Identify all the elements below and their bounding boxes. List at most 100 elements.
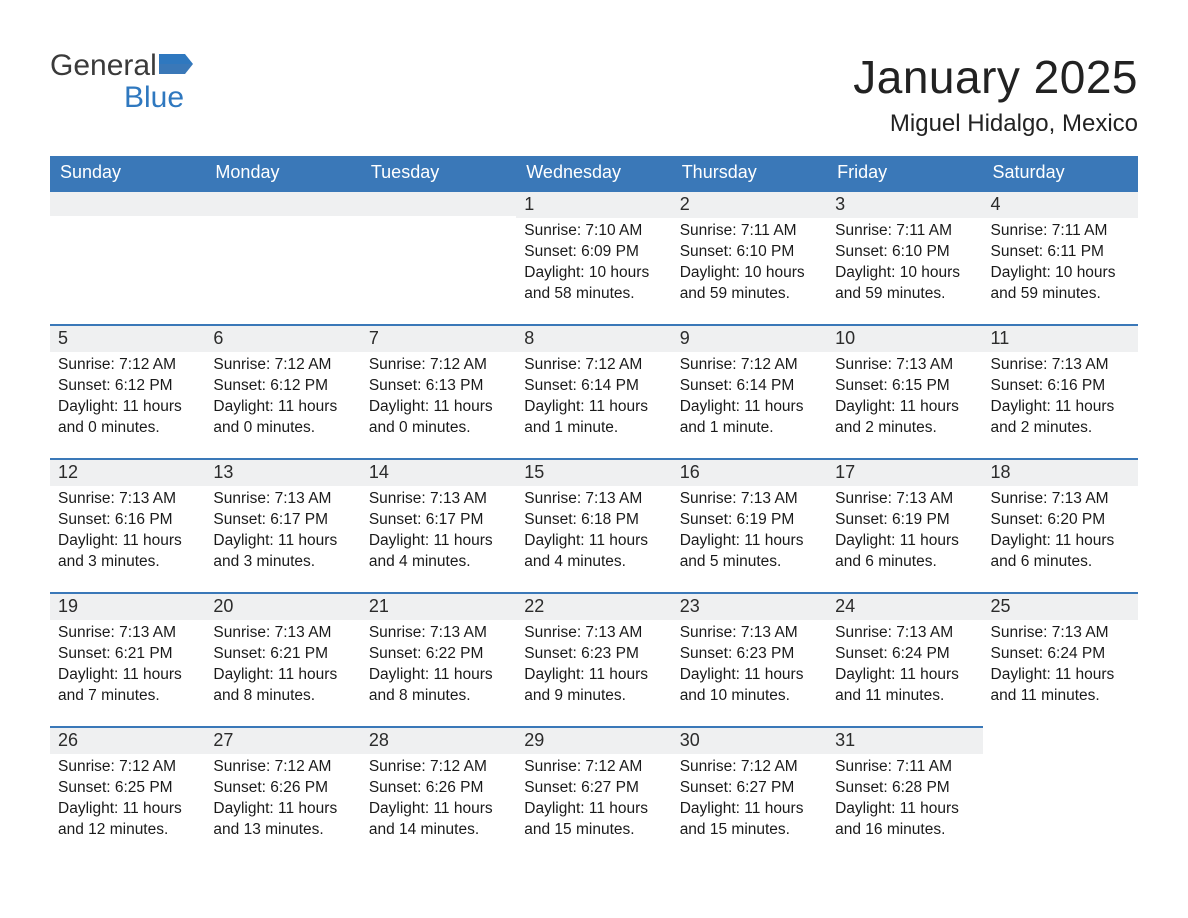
- day-body: Sunrise: 7:13 AMSunset: 6:19 PMDaylight:…: [827, 486, 982, 583]
- daylight-line: Daylight: 11 hours and 11 minutes.: [835, 665, 974, 707]
- daylight-line: Daylight: 10 hours and 59 minutes.: [680, 263, 819, 305]
- sunset-line: Sunset: 6:16 PM: [991, 376, 1130, 397]
- day-number: 13: [205, 458, 360, 486]
- day-number: 4: [983, 190, 1138, 218]
- day-number: 9: [672, 324, 827, 352]
- daylight-line: Daylight: 11 hours and 8 minutes.: [369, 665, 508, 707]
- sunrise-line: Sunrise: 7:13 AM: [680, 489, 819, 510]
- day-number: 22: [516, 592, 671, 620]
- day-number: 18: [983, 458, 1138, 486]
- weekday-header: Tuesday: [361, 156, 516, 190]
- calendar-cell: 31Sunrise: 7:11 AMSunset: 6:28 PMDayligh…: [827, 726, 982, 860]
- page-subtitle: Miguel Hidalgo, Mexico: [853, 110, 1138, 138]
- sunset-line: Sunset: 6:11 PM: [991, 242, 1130, 263]
- calendar-cell: 4Sunrise: 7:11 AMSunset: 6:11 PMDaylight…: [983, 190, 1138, 324]
- calendar-cell: 19Sunrise: 7:13 AMSunset: 6:21 PMDayligh…: [50, 592, 205, 726]
- sunset-line: Sunset: 6:27 PM: [524, 778, 663, 799]
- day-body: Sunrise: 7:12 AMSunset: 6:12 PMDaylight:…: [205, 352, 360, 449]
- sunrise-line: Sunrise: 7:13 AM: [369, 623, 508, 644]
- calendar-cell: 29Sunrise: 7:12 AMSunset: 6:27 PMDayligh…: [516, 726, 671, 860]
- weekday-header: Wednesday: [516, 156, 671, 190]
- sunset-line: Sunset: 6:22 PM: [369, 644, 508, 665]
- calendar-cell: 8Sunrise: 7:12 AMSunset: 6:14 PMDaylight…: [516, 324, 671, 458]
- day-number: 11: [983, 324, 1138, 352]
- weekday-header: Sunday: [50, 156, 205, 190]
- sunset-line: Sunset: 6:21 PM: [58, 644, 197, 665]
- daylight-line: Daylight: 11 hours and 0 minutes.: [58, 397, 197, 439]
- day-number: 29: [516, 726, 671, 754]
- day-body: Sunrise: 7:13 AMSunset: 6:16 PMDaylight:…: [50, 486, 205, 583]
- daylight-line: Daylight: 10 hours and 59 minutes.: [991, 263, 1130, 305]
- daylight-line: Daylight: 11 hours and 15 minutes.: [680, 799, 819, 841]
- calendar-cell: 16Sunrise: 7:13 AMSunset: 6:19 PMDayligh…: [672, 458, 827, 592]
- sunset-line: Sunset: 6:17 PM: [369, 510, 508, 531]
- daylight-line: Daylight: 11 hours and 3 minutes.: [58, 531, 197, 573]
- day-body: Sunrise: 7:11 AMSunset: 6:10 PMDaylight:…: [672, 218, 827, 315]
- sunrise-line: Sunrise: 7:12 AM: [369, 355, 508, 376]
- day-body: Sunrise: 7:13 AMSunset: 6:16 PMDaylight:…: [983, 352, 1138, 449]
- sunrise-line: Sunrise: 7:13 AM: [680, 623, 819, 644]
- sunrise-line: Sunrise: 7:13 AM: [991, 355, 1130, 376]
- day-number: 10: [827, 324, 982, 352]
- calendar-cell: 12Sunrise: 7:13 AMSunset: 6:16 PMDayligh…: [50, 458, 205, 592]
- calendar-cell: [983, 726, 1138, 860]
- sunrise-line: Sunrise: 7:13 AM: [213, 623, 352, 644]
- calendar-cell: 5Sunrise: 7:12 AMSunset: 6:12 PMDaylight…: [50, 324, 205, 458]
- sunrise-line: Sunrise: 7:11 AM: [991, 221, 1130, 242]
- calendar-cell: 30Sunrise: 7:12 AMSunset: 6:27 PMDayligh…: [672, 726, 827, 860]
- day-body: Sunrise: 7:13 AMSunset: 6:17 PMDaylight:…: [205, 486, 360, 583]
- sunrise-line: Sunrise: 7:12 AM: [680, 757, 819, 778]
- sunset-line: Sunset: 6:16 PM: [58, 510, 197, 531]
- daylight-line: Daylight: 11 hours and 9 minutes.: [524, 665, 663, 707]
- day-body: Sunrise: 7:13 AMSunset: 6:24 PMDaylight:…: [827, 620, 982, 717]
- day-number: 1: [516, 190, 671, 218]
- calendar-row: 1Sunrise: 7:10 AMSunset: 6:09 PMDaylight…: [50, 190, 1138, 324]
- brand-general: General: [50, 49, 157, 82]
- calendar-row: 19Sunrise: 7:13 AMSunset: 6:21 PMDayligh…: [50, 592, 1138, 726]
- weekday-header: Monday: [205, 156, 360, 190]
- sunset-line: Sunset: 6:24 PM: [991, 644, 1130, 665]
- sunset-line: Sunset: 6:26 PM: [369, 778, 508, 799]
- page-header: General Blue January 2025 Miguel Hidalgo…: [50, 50, 1138, 138]
- sunset-line: Sunset: 6:13 PM: [369, 376, 508, 397]
- calendar-cell: 13Sunrise: 7:13 AMSunset: 6:17 PMDayligh…: [205, 458, 360, 592]
- sunset-line: Sunset: 6:23 PM: [680, 644, 819, 665]
- calendar-cell: 18Sunrise: 7:13 AMSunset: 6:20 PMDayligh…: [983, 458, 1138, 592]
- day-body: Sunrise: 7:13 AMSunset: 6:19 PMDaylight:…: [672, 486, 827, 583]
- sunset-line: Sunset: 6:19 PM: [835, 510, 974, 531]
- weekday-header: Saturday: [983, 156, 1138, 190]
- calendar-cell: [361, 190, 516, 324]
- sunset-line: Sunset: 6:27 PM: [680, 778, 819, 799]
- day-body: [361, 216, 516, 229]
- weekday-row: SundayMondayTuesdayWednesdayThursdayFrid…: [50, 156, 1138, 190]
- day-number: 12: [50, 458, 205, 486]
- day-body: Sunrise: 7:11 AMSunset: 6:11 PMDaylight:…: [983, 218, 1138, 315]
- sunset-line: Sunset: 6:20 PM: [991, 510, 1130, 531]
- day-body: Sunrise: 7:12 AMSunset: 6:14 PMDaylight:…: [672, 352, 827, 449]
- day-body: Sunrise: 7:13 AMSunset: 6:17 PMDaylight:…: [361, 486, 516, 583]
- day-body: [205, 216, 360, 229]
- day-number: [50, 190, 205, 216]
- brand-wordmark: General Blue: [50, 50, 193, 113]
- daylight-line: Daylight: 11 hours and 7 minutes.: [58, 665, 197, 707]
- sunset-line: Sunset: 6:21 PM: [213, 644, 352, 665]
- day-number: 20: [205, 592, 360, 620]
- sunrise-line: Sunrise: 7:12 AM: [524, 355, 663, 376]
- weekday-header: Thursday: [672, 156, 827, 190]
- sunset-line: Sunset: 6:18 PM: [524, 510, 663, 531]
- calendar-cell: 7Sunrise: 7:12 AMSunset: 6:13 PMDaylight…: [361, 324, 516, 458]
- sunrise-line: Sunrise: 7:13 AM: [835, 623, 974, 644]
- day-body: Sunrise: 7:12 AMSunset: 6:26 PMDaylight:…: [205, 754, 360, 851]
- daylight-line: Daylight: 11 hours and 15 minutes.: [524, 799, 663, 841]
- sunset-line: Sunset: 6:12 PM: [213, 376, 352, 397]
- day-number: 25: [983, 592, 1138, 620]
- calendar-page: General Blue January 2025 Miguel Hidalgo…: [0, 0, 1188, 900]
- sunset-line: Sunset: 6:15 PM: [835, 376, 974, 397]
- calendar-row: 5Sunrise: 7:12 AMSunset: 6:12 PMDaylight…: [50, 324, 1138, 458]
- day-body: Sunrise: 7:11 AMSunset: 6:28 PMDaylight:…: [827, 754, 982, 851]
- sunrise-line: Sunrise: 7:13 AM: [524, 489, 663, 510]
- daylight-line: Daylight: 11 hours and 1 minute.: [524, 397, 663, 439]
- sunset-line: Sunset: 6:19 PM: [680, 510, 819, 531]
- sunrise-line: Sunrise: 7:13 AM: [835, 355, 974, 376]
- daylight-line: Daylight: 11 hours and 0 minutes.: [213, 397, 352, 439]
